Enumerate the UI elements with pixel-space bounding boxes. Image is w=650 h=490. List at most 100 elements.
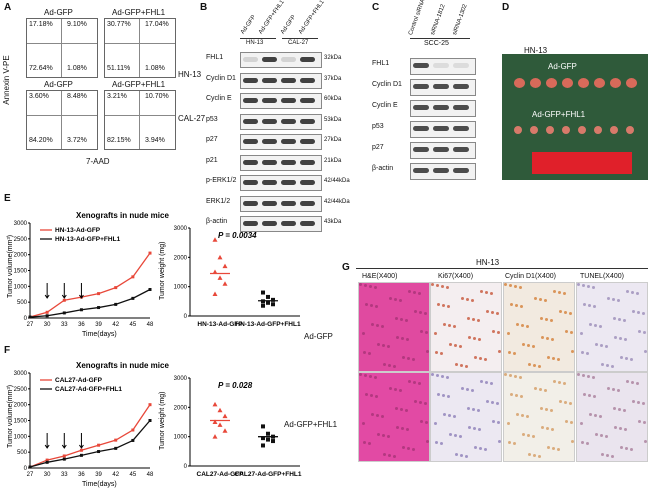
cell-stain — [395, 407, 398, 410]
cell-stain — [551, 338, 554, 341]
cell-stain — [453, 325, 456, 328]
cell-stain — [526, 415, 529, 418]
y-tick-label: 1000 — [14, 434, 28, 440]
f-line-chart: 0 500 1000 1500 2000 2500 3000 27 30 33 36 39 42 45 48… — [14, 371, 154, 478]
data-point — [222, 281, 228, 286]
blot-c-band — [433, 63, 449, 68]
cell-stain — [599, 325, 602, 328]
x-tick-label: 30 — [44, 322, 51, 328]
cell-stain — [605, 435, 608, 438]
cell-stain — [443, 413, 446, 416]
tumor — [594, 126, 602, 134]
blot-b-kda: 21kDa — [324, 157, 342, 164]
blot-b-band — [300, 139, 315, 144]
cell-stain — [479, 447, 482, 450]
cell-stain — [510, 393, 513, 396]
cell-stain — [546, 337, 549, 340]
cell-stain — [441, 375, 444, 378]
blot-c-band — [453, 168, 469, 173]
cell-stain — [638, 420, 641, 423]
blot-b-band — [281, 159, 296, 165]
cell-stain — [496, 402, 499, 405]
cell-stain — [583, 303, 586, 306]
cell-stain — [592, 286, 595, 289]
cell-stain — [515, 394, 518, 397]
f-xlabel: Time(days) — [82, 481, 117, 488]
cell-stain — [519, 376, 522, 379]
cell-stain — [538, 365, 541, 368]
cell-stain — [402, 446, 405, 449]
cell-stain — [620, 356, 623, 359]
cell-stain — [589, 323, 592, 326]
cell-stain — [593, 305, 596, 308]
data-point — [261, 303, 265, 308]
x-tick-label: 33 — [61, 322, 68, 328]
blot-c-band — [413, 63, 429, 68]
cell-stain — [527, 434, 530, 437]
y-tick-label: 0 — [184, 314, 188, 320]
cell-stain — [449, 433, 452, 436]
panel-g-title: HN-13 — [476, 258, 500, 267]
histology-image — [576, 372, 648, 462]
data-point — [148, 288, 152, 291]
flow-plot-cal27-ad-gfp-fhl1: 3.21% 10.70% 82.15% 3.94% — [104, 90, 176, 150]
cell-stain — [496, 312, 499, 315]
cell-stain — [632, 310, 635, 313]
tumor — [546, 126, 554, 134]
cell-stain — [368, 352, 371, 355]
histology-image — [430, 372, 502, 462]
cell-stain — [588, 394, 591, 397]
cell-stain — [425, 421, 428, 424]
cell-stain — [563, 292, 566, 295]
cell-stain — [468, 426, 471, 429]
cell-stain — [520, 395, 523, 398]
x-tick-label: 42 — [112, 472, 119, 478]
data-point — [114, 438, 118, 442]
cell-stain — [371, 323, 374, 326]
cell-stain — [588, 304, 591, 307]
cell-stain — [446, 286, 449, 289]
e-ylabel: Tumor volume(mm³) — [7, 235, 14, 298]
cell-stain — [550, 409, 553, 412]
cell-stain — [534, 387, 537, 390]
data-point — [261, 290, 265, 295]
cell-stain — [435, 351, 438, 354]
cell-stain — [374, 286, 377, 289]
data-point — [271, 439, 275, 444]
cell-stain — [607, 387, 610, 390]
injection-arrow — [79, 283, 84, 299]
panel-label-e: E — [4, 193, 11, 204]
cell-stain — [389, 387, 392, 390]
panel-label-c: C — [372, 2, 380, 13]
blot-b-band — [300, 98, 315, 103]
cell-stain — [370, 394, 373, 397]
tumor — [626, 126, 634, 134]
flow-plot-cal27-ad-gfp: 3.60% 8.48% 84.20% 3.72% — [26, 90, 98, 150]
blot-b-kda: 27kDa — [324, 137, 342, 143]
cell-stain — [394, 388, 397, 391]
cell-stain — [559, 400, 562, 403]
cell-stain — [400, 408, 403, 411]
data-point — [222, 263, 228, 269]
panel-label-g: G — [342, 262, 350, 273]
blot-b-band — [243, 200, 258, 206]
cell-stain — [387, 435, 390, 438]
blot-b-band — [300, 77, 315, 83]
cell-stain — [547, 356, 550, 359]
y-tick-label: 2000 — [14, 253, 28, 259]
cell-stain — [553, 380, 556, 383]
legend-label: HN-13-Ad-GFP — [55, 227, 101, 234]
injection-arrow — [44, 433, 50, 449]
cell-stain — [371, 413, 374, 416]
g-col-cyclind1: Cyclin D1(X400) — [505, 273, 556, 280]
row-label-hn13: HN-13 — [178, 70, 202, 79]
cell-stain — [550, 319, 553, 322]
data-point — [271, 302, 275, 307]
data-point — [261, 424, 265, 429]
blot-b-label: p21 — [206, 156, 218, 164]
cell-stain — [431, 283, 434, 286]
cell-stain — [467, 407, 470, 410]
cell-stain — [388, 454, 391, 457]
cell-stain — [471, 389, 474, 392]
blot-c-label: p27 — [372, 144, 384, 151]
